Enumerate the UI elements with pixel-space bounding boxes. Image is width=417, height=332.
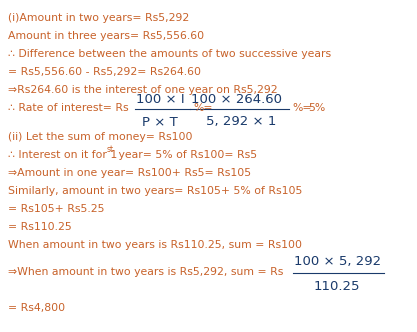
Text: 100 × 264.60: 100 × 264.60 — [191, 93, 282, 106]
Text: 100 × I: 100 × I — [136, 93, 185, 106]
Text: (ii) Let the sum of money= Rs100: (ii) Let the sum of money= Rs100 — [8, 132, 193, 142]
Text: st: st — [107, 144, 114, 153]
Text: = Rs110.25: = Rs110.25 — [8, 222, 72, 232]
Text: ∴ Interest on it for 1: ∴ Interest on it for 1 — [8, 150, 117, 160]
Text: ∴ Difference between the amounts of two successive years: ∴ Difference between the amounts of two … — [8, 49, 331, 59]
Text: 5, 292 × 1: 5, 292 × 1 — [206, 116, 276, 128]
Text: 100 × 5, 292: 100 × 5, 292 — [294, 256, 381, 269]
Text: = Rs105+ Rs5.25: = Rs105+ Rs5.25 — [8, 204, 105, 214]
Text: %=: %= — [193, 103, 213, 113]
Text: ⇒Rs264.60 is the interest of one year on Rs5,292: ⇒Rs264.60 is the interest of one year on… — [8, 85, 278, 95]
Text: Similarly, amount in two years= Rs105+ 5% of Rs105: Similarly, amount in two years= Rs105+ 5… — [8, 186, 302, 196]
Text: When amount in two years is Rs110.25, sum = Rs100: When amount in two years is Rs110.25, su… — [8, 240, 302, 250]
Text: ⇒When amount in two years is Rs5,292, sum = Rs: ⇒When amount in two years is Rs5,292, su… — [8, 267, 284, 277]
Text: 110.25: 110.25 — [314, 280, 361, 292]
Text: = Rs5,556.60 - Rs5,292= Rs264.60: = Rs5,556.60 - Rs5,292= Rs264.60 — [8, 67, 201, 77]
Text: (i)Amount in two years= Rs5,292: (i)Amount in two years= Rs5,292 — [8, 13, 189, 23]
Text: %=: %= — [292, 103, 311, 113]
Text: = Rs4,800: = Rs4,800 — [8, 303, 65, 313]
Text: ⇒Amount in one year= Rs100+ Rs5= Rs105: ⇒Amount in one year= Rs100+ Rs5= Rs105 — [8, 168, 251, 178]
Text: P × T: P × T — [142, 116, 178, 128]
Text: 5%: 5% — [308, 103, 325, 113]
Text: year= 5% of Rs100= Rs5: year= 5% of Rs100= Rs5 — [115, 150, 257, 160]
Text: Amount in three years= Rs5,556.60: Amount in three years= Rs5,556.60 — [8, 31, 204, 41]
Text: ∴ Rate of interest= Rs: ∴ Rate of interest= Rs — [8, 103, 128, 113]
